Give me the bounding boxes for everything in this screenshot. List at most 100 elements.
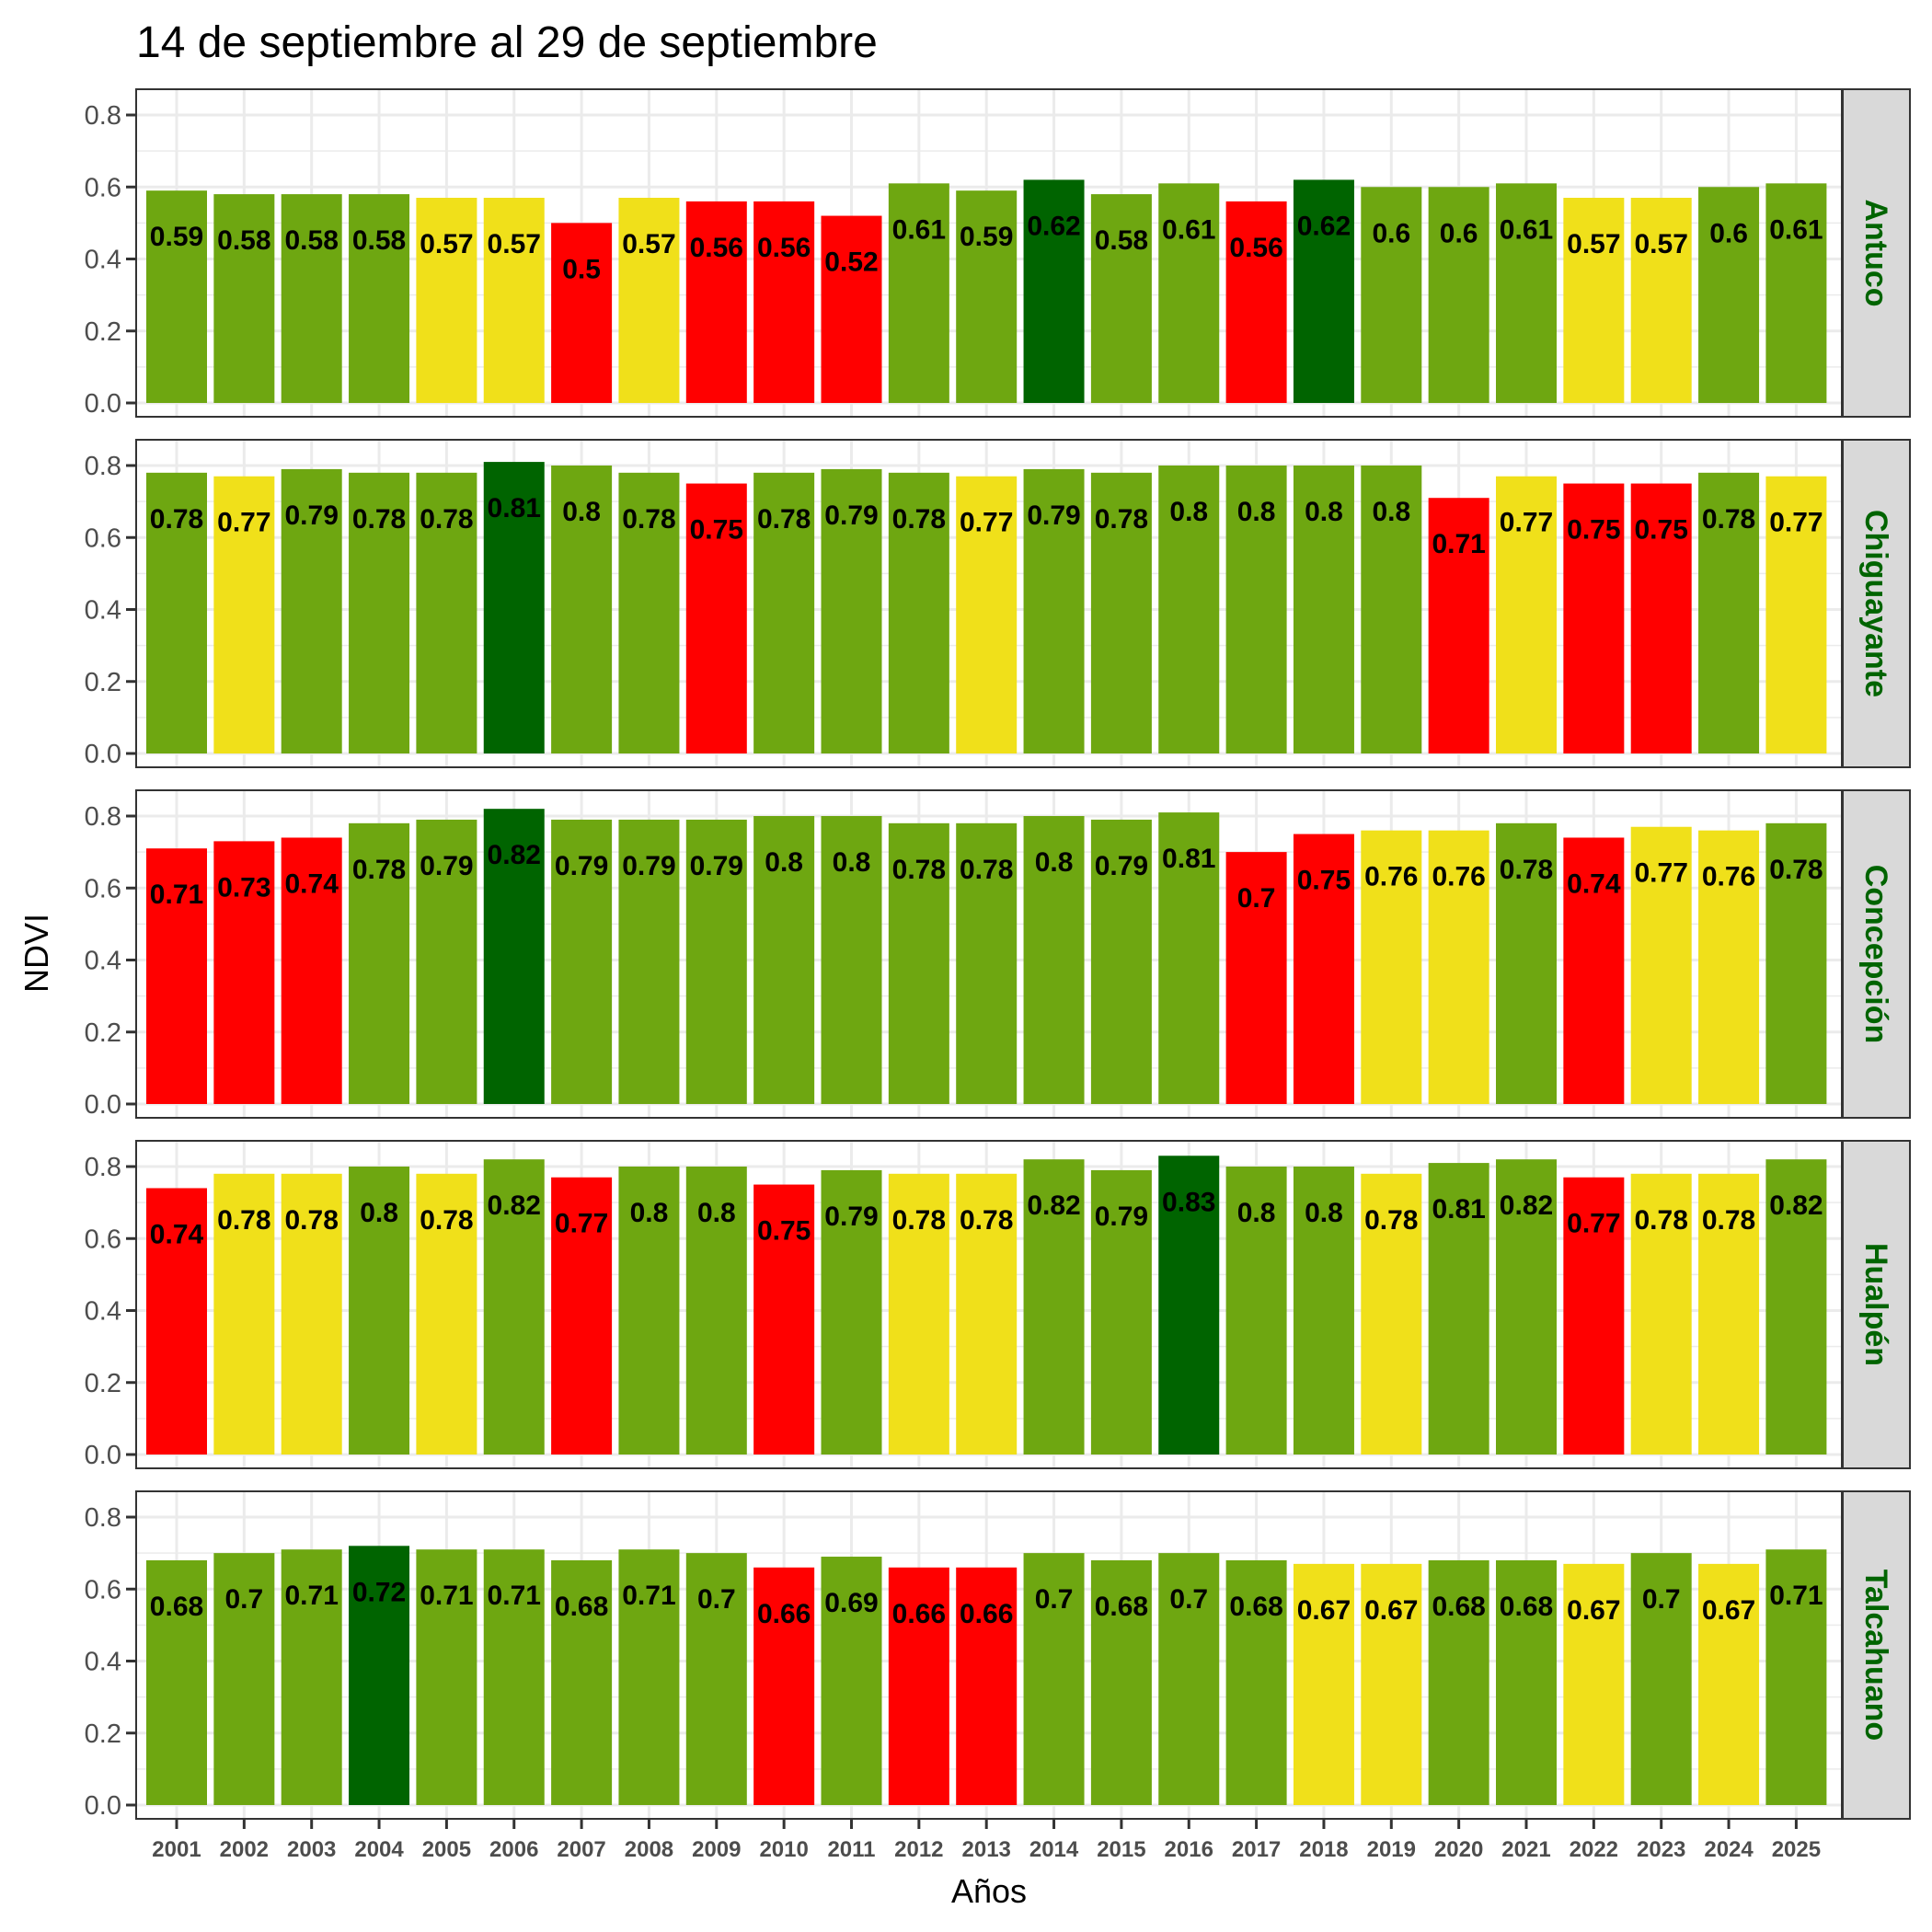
bar-value-label: 0.59 xyxy=(960,222,1013,252)
bar xyxy=(1630,1553,1692,1805)
bar-value-label: 0.78 xyxy=(420,504,473,535)
bar xyxy=(146,190,207,403)
bar-value-label: 0.68 xyxy=(1095,1592,1148,1622)
bar-value-label: 0.78 xyxy=(420,1205,473,1236)
bar xyxy=(1225,466,1287,753)
facet-panel-antuco: 0.0 0.2 0.4 0.6 0.8 0.59 0.58 0.58 0.58 0.57 0.57 0… xyxy=(85,88,1911,419)
bar xyxy=(1630,826,1692,1104)
bar-value-label: 0.68 xyxy=(555,1592,608,1622)
bar xyxy=(1090,1559,1152,1805)
x-tick-label: 2024 xyxy=(1704,1837,1754,1862)
facet-strip xyxy=(1842,789,1911,1119)
x-tick-label: 2019 xyxy=(1367,1837,1416,1862)
bar xyxy=(146,472,207,753)
bar xyxy=(1765,1549,1827,1805)
bar xyxy=(483,1549,545,1805)
x-tick-label: 2022 xyxy=(1570,1837,1618,1862)
bar xyxy=(685,819,747,1104)
bar xyxy=(1630,197,1692,403)
bar-value-label: 0.7 xyxy=(697,1584,736,1615)
bar-value-label: 0.79 xyxy=(824,500,878,531)
bar-value-label: 0.8 xyxy=(1372,497,1410,527)
y-tick-label: 0.6 xyxy=(85,1225,121,1254)
facet-strip-label: Chiguayante xyxy=(1858,510,1893,697)
bar-value-label: 0.77 xyxy=(1635,858,1688,889)
bar xyxy=(416,472,477,753)
bar xyxy=(1496,1559,1557,1805)
bar xyxy=(821,816,882,1104)
bar-value-label: 0.74 xyxy=(150,1219,204,1249)
x-tick-label: 2001 xyxy=(152,1837,201,1862)
bar-value-label: 0.78 xyxy=(1769,855,1823,885)
bar xyxy=(551,1177,613,1455)
bar xyxy=(1428,830,1489,1104)
bar-value-label: 0.77 xyxy=(1500,508,1553,538)
y-tick-label: 0.2 xyxy=(85,1369,121,1398)
bar xyxy=(551,223,613,403)
bar-value-label: 0.8 xyxy=(1305,1198,1343,1228)
y-tick-label: 0.2 xyxy=(85,1018,121,1048)
bar xyxy=(821,468,882,753)
bar xyxy=(888,472,949,753)
x-tick-label: 2008 xyxy=(625,1837,673,1862)
bar xyxy=(483,462,545,753)
bar-value-label: 0.78 xyxy=(1364,1205,1418,1236)
bar xyxy=(685,201,747,403)
x-tick-label: 2020 xyxy=(1434,1837,1483,1862)
bar-value-label: 0.58 xyxy=(352,225,406,256)
x-tick-label: 2013 xyxy=(962,1837,1011,1862)
bar xyxy=(753,816,815,1104)
bar-value-label: 0.78 xyxy=(892,504,946,535)
bar-value-label: 0.77 xyxy=(555,1209,608,1239)
bar xyxy=(956,476,1018,753)
bar xyxy=(1225,201,1287,403)
bar xyxy=(618,1549,680,1805)
bar xyxy=(213,476,275,753)
bar xyxy=(821,215,882,403)
bar-value-label: 0.8 xyxy=(562,497,601,527)
x-tick-label: 2021 xyxy=(1501,1837,1550,1862)
y-tick-label: 0.8 xyxy=(85,1153,121,1182)
bar-value-label: 0.7 xyxy=(224,1584,263,1615)
chart-title: 14 de septiembre al 29 de septiembre xyxy=(136,18,878,67)
bar-value-label: 0.8 xyxy=(697,1198,736,1228)
bar xyxy=(1225,852,1287,1104)
facet-strip-label: Talcahuano xyxy=(1858,1570,1893,1741)
bar xyxy=(416,819,477,1104)
bar xyxy=(1158,466,1220,753)
y-tick-label: 0.4 xyxy=(85,596,121,626)
bar-value-label: 0.81 xyxy=(1432,1194,1485,1225)
facet-strip-label: Concepción xyxy=(1858,865,1893,1044)
bar-value-label: 0.79 xyxy=(285,500,339,531)
bar-value-label: 0.78 xyxy=(1635,1205,1688,1236)
bar-value-label: 0.77 xyxy=(217,508,270,538)
y-tick-label: 0.2 xyxy=(85,668,121,697)
bar xyxy=(1765,1159,1827,1455)
bar xyxy=(1563,1177,1625,1455)
bar-value-label: 0.78 xyxy=(757,504,811,535)
bar-value-label: 0.52 xyxy=(824,247,878,278)
bar-value-label: 0.71 xyxy=(150,880,203,910)
bar-value-label: 0.79 xyxy=(690,851,743,881)
bar xyxy=(1765,822,1827,1104)
bar-value-label: 0.81 xyxy=(488,493,541,523)
bar-value-label: 0.68 xyxy=(150,1592,203,1622)
y-tick-label: 0.6 xyxy=(85,874,121,903)
bar xyxy=(1496,822,1557,1104)
bar xyxy=(1496,1159,1557,1455)
bar-value-label: 0.71 xyxy=(285,1581,339,1611)
bar-value-label: 0.8 xyxy=(1237,1198,1276,1228)
bar-value-label: 0.62 xyxy=(1297,211,1351,241)
x-tick-label: 2023 xyxy=(1637,1837,1685,1862)
y-tick-label: 0.0 xyxy=(85,1441,121,1470)
bar-value-label: 0.61 xyxy=(1769,214,1823,245)
bar-value-label: 0.77 xyxy=(960,508,1013,538)
bar xyxy=(753,1184,815,1455)
bar xyxy=(956,1173,1018,1455)
y-tick-label: 0.4 xyxy=(85,246,121,275)
bar xyxy=(1698,187,1760,403)
bar xyxy=(1158,812,1220,1104)
bar-value-label: 0.78 xyxy=(285,1205,339,1236)
bar xyxy=(1090,819,1152,1104)
